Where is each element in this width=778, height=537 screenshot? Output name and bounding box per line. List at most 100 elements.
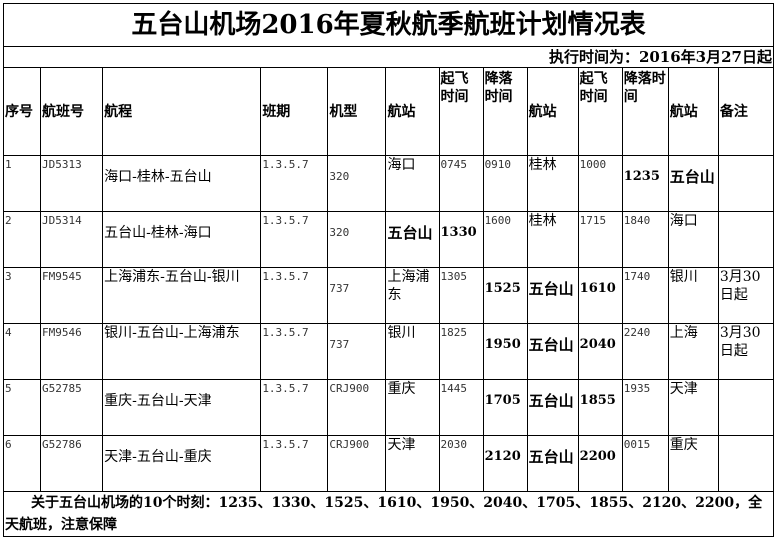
cell-arr1: 1600 xyxy=(482,211,528,268)
cell-note xyxy=(717,155,775,212)
cell-arr2: 2240 xyxy=(621,323,669,380)
cell-dep1: 0745 xyxy=(438,155,484,212)
cell-arr2: 0015 xyxy=(621,435,669,492)
cell-st2: 五台山 xyxy=(526,323,579,380)
cell-note xyxy=(717,211,775,268)
column-header: 降落时间 xyxy=(621,67,669,156)
cell-flight: JD5313 xyxy=(40,155,104,212)
cell-arr1: 2120 xyxy=(482,435,528,492)
cell-st1: 上海浦东 xyxy=(385,267,440,324)
cell-arr2: 1840 xyxy=(621,211,669,268)
column-header: 序号 xyxy=(2,67,42,156)
column-header: 降落时间 xyxy=(482,67,528,156)
cell-st2: 桂林 xyxy=(526,211,579,268)
cell-st1: 五台山 xyxy=(385,211,440,268)
cell-days: 1.3.5.7 xyxy=(260,211,329,268)
table-row: 2 JD5314 五台山-桂林-海口 1.3.5.7 320 五台山 1330 1600 桂林 1… xyxy=(2,211,775,268)
table-row: 6 G52786 天津-五台山-重庆 1.3.5.7 CRJ900 天津 2030 2120 五… xyxy=(2,435,775,492)
cell-dep2: 1715 xyxy=(577,211,623,268)
column-header: 航程 xyxy=(102,67,262,156)
column-header: 起飞时间 xyxy=(577,67,623,156)
cell-no: 1 xyxy=(2,155,42,212)
cell-flight: FM9546 xyxy=(40,323,104,380)
cell-flight: G52785 xyxy=(40,379,104,436)
cell-type: 737 xyxy=(327,267,387,324)
cell-no: 2 xyxy=(2,211,42,268)
cell-no: 5 xyxy=(2,379,42,436)
cell-no: 4 xyxy=(2,323,42,380)
cell-arr1: 1525 xyxy=(482,267,528,324)
cell-dep2: 2040 xyxy=(577,323,623,380)
column-header: 航站 xyxy=(667,67,719,156)
cell-arr2: 1740 xyxy=(621,267,669,324)
cell-dep2: 1000 xyxy=(577,155,623,212)
cell-days: 1.3.5.7 xyxy=(260,435,329,492)
cell-st3: 重庆 xyxy=(667,435,719,492)
cell-dep2: 1610 xyxy=(577,267,623,324)
cell-flight: G52786 xyxy=(40,435,104,492)
cell-arr1: 1705 xyxy=(482,379,528,436)
table-row: 5 G52785 重庆-五台山-天津 1.3.5.7 CRJ900 重庆 1445 1705 五… xyxy=(2,379,775,436)
cell-type: 737 xyxy=(327,323,387,380)
column-header: 起飞时间 xyxy=(438,67,484,156)
header-row: 序号 航班号 航程 班期 机型 航站 起飞时间 降落时间 航站 起飞时间 降落时间 航站 备注 xyxy=(2,67,775,156)
cell-note: 3月30日起 xyxy=(717,323,775,380)
cell-route: 五台山-桂林-海口 xyxy=(102,211,262,268)
cell-arr1: 1950 xyxy=(482,323,528,380)
table-row: 3 FM9545 上海浦东-五台山-银川 1.3.5.7 737 上海浦东 1305 1525… xyxy=(2,267,775,324)
flight-schedule-table: 五台山机场2016年夏秋航季航班计划情况表 执行时间为：2016年3月27日起 … xyxy=(2,3,775,537)
cell-st3: 五台山 xyxy=(667,155,719,212)
cell-st3: 银川 xyxy=(667,267,719,324)
cell-type: CRJ900 xyxy=(327,435,387,492)
column-header: 航站 xyxy=(385,67,440,156)
cell-type: CRJ900 xyxy=(327,379,387,436)
cell-route: 海口-桂林-五台山 xyxy=(102,155,262,212)
cell-st2: 五台山 xyxy=(526,379,579,436)
cell-route: 天津-五台山-重庆 xyxy=(102,435,262,492)
cell-note: 3月30日起 xyxy=(717,267,775,324)
column-header: 航站 xyxy=(526,67,579,156)
cell-dep1: 2030 xyxy=(438,435,484,492)
cell-flight: FM9545 xyxy=(40,267,104,324)
cell-days: 1.3.5.7 xyxy=(260,323,329,380)
cell-st2: 五台山 xyxy=(526,435,579,492)
cell-note xyxy=(717,379,775,436)
column-header: 机型 xyxy=(327,67,387,156)
cell-st2: 桂林 xyxy=(526,155,579,212)
cell-flight: JD5314 xyxy=(40,211,104,268)
cell-st1: 银川 xyxy=(385,323,440,380)
cell-dep2: 1855 xyxy=(577,379,623,436)
cell-route: 重庆-五台山-天津 xyxy=(102,379,262,436)
column-header: 备注 xyxy=(717,67,775,156)
cell-note xyxy=(717,435,775,492)
cell-days: 1.3.5.7 xyxy=(260,379,329,436)
cell-st1: 天津 xyxy=(385,435,440,492)
cell-arr2: 1235 xyxy=(621,155,669,212)
cell-no: 3 xyxy=(2,267,42,324)
cell-type: 320 xyxy=(327,211,387,268)
cell-type: 320 xyxy=(327,155,387,212)
column-header: 航班号 xyxy=(40,67,104,156)
cell-no: 6 xyxy=(2,435,42,492)
cell-st3: 上海 xyxy=(667,323,719,380)
cell-route: 上海浦东-五台山-银川 xyxy=(102,267,262,324)
cell-st3: 天津 xyxy=(667,379,719,436)
cell-dep1: 1825 xyxy=(438,323,484,380)
execution-date: 执行时间为：2016年3月27日起 xyxy=(3,46,774,68)
cell-st2: 五台山 xyxy=(526,267,579,324)
cell-st1: 海口 xyxy=(385,155,440,212)
cell-dep1: 1330 xyxy=(438,211,484,268)
cell-days: 1.3.5.7 xyxy=(260,155,329,212)
cell-dep2: 2200 xyxy=(577,435,623,492)
table-row: 4 FM9546 银川-五台山-上海浦东 1.3.5.7 737 银川 1825 1950 五台… xyxy=(2,323,775,380)
footnote: 关于五台山机场的10个时刻：1235、1330、1525、1610、1950、2… xyxy=(3,491,774,537)
cell-dep1: 1305 xyxy=(438,267,484,324)
table-row: 1 JD5313 海口-桂林-五台山 1.3.5.7 320 海口 0745 0910 桂林 10… xyxy=(2,155,775,212)
cell-st1: 重庆 xyxy=(385,379,440,436)
cell-arr1: 0910 xyxy=(482,155,528,212)
cell-dep1: 1445 xyxy=(438,379,484,436)
cell-arr2: 1935 xyxy=(621,379,669,436)
column-header: 班期 xyxy=(260,67,329,156)
cell-days: 1.3.5.7 xyxy=(260,267,329,324)
page-title: 五台山机场2016年夏秋航季航班计划情况表 xyxy=(3,3,774,47)
